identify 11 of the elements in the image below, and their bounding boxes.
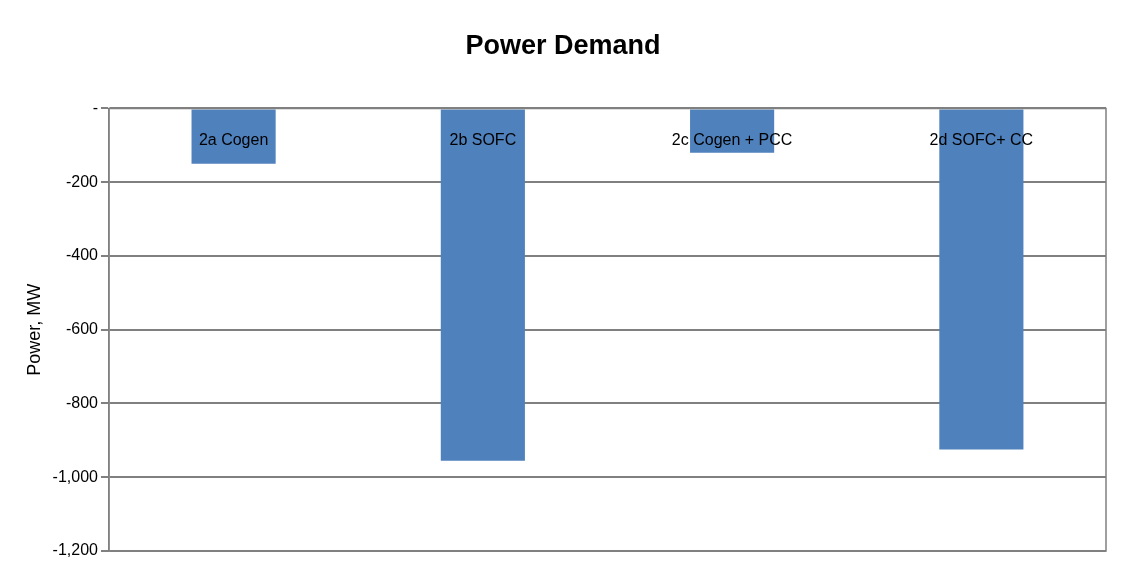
y-axis-title: Power, MW	[23, 283, 44, 376]
x-tick-label: 2a Cogen	[198, 130, 269, 148]
y-tick-label: -1,000	[52, 467, 99, 485]
x-tick-label: 2b SOFC	[449, 130, 517, 148]
y-tick-label: -	[92, 98, 98, 116]
chart-title: Power Demand	[465, 29, 661, 60]
y-tick-label: -600	[65, 320, 99, 338]
y-tick-label: -800	[65, 393, 99, 411]
y-tick-label: -1,200	[52, 541, 99, 559]
y-tick-label: -200	[65, 172, 99, 190]
y-tick-label: -400	[65, 246, 99, 264]
